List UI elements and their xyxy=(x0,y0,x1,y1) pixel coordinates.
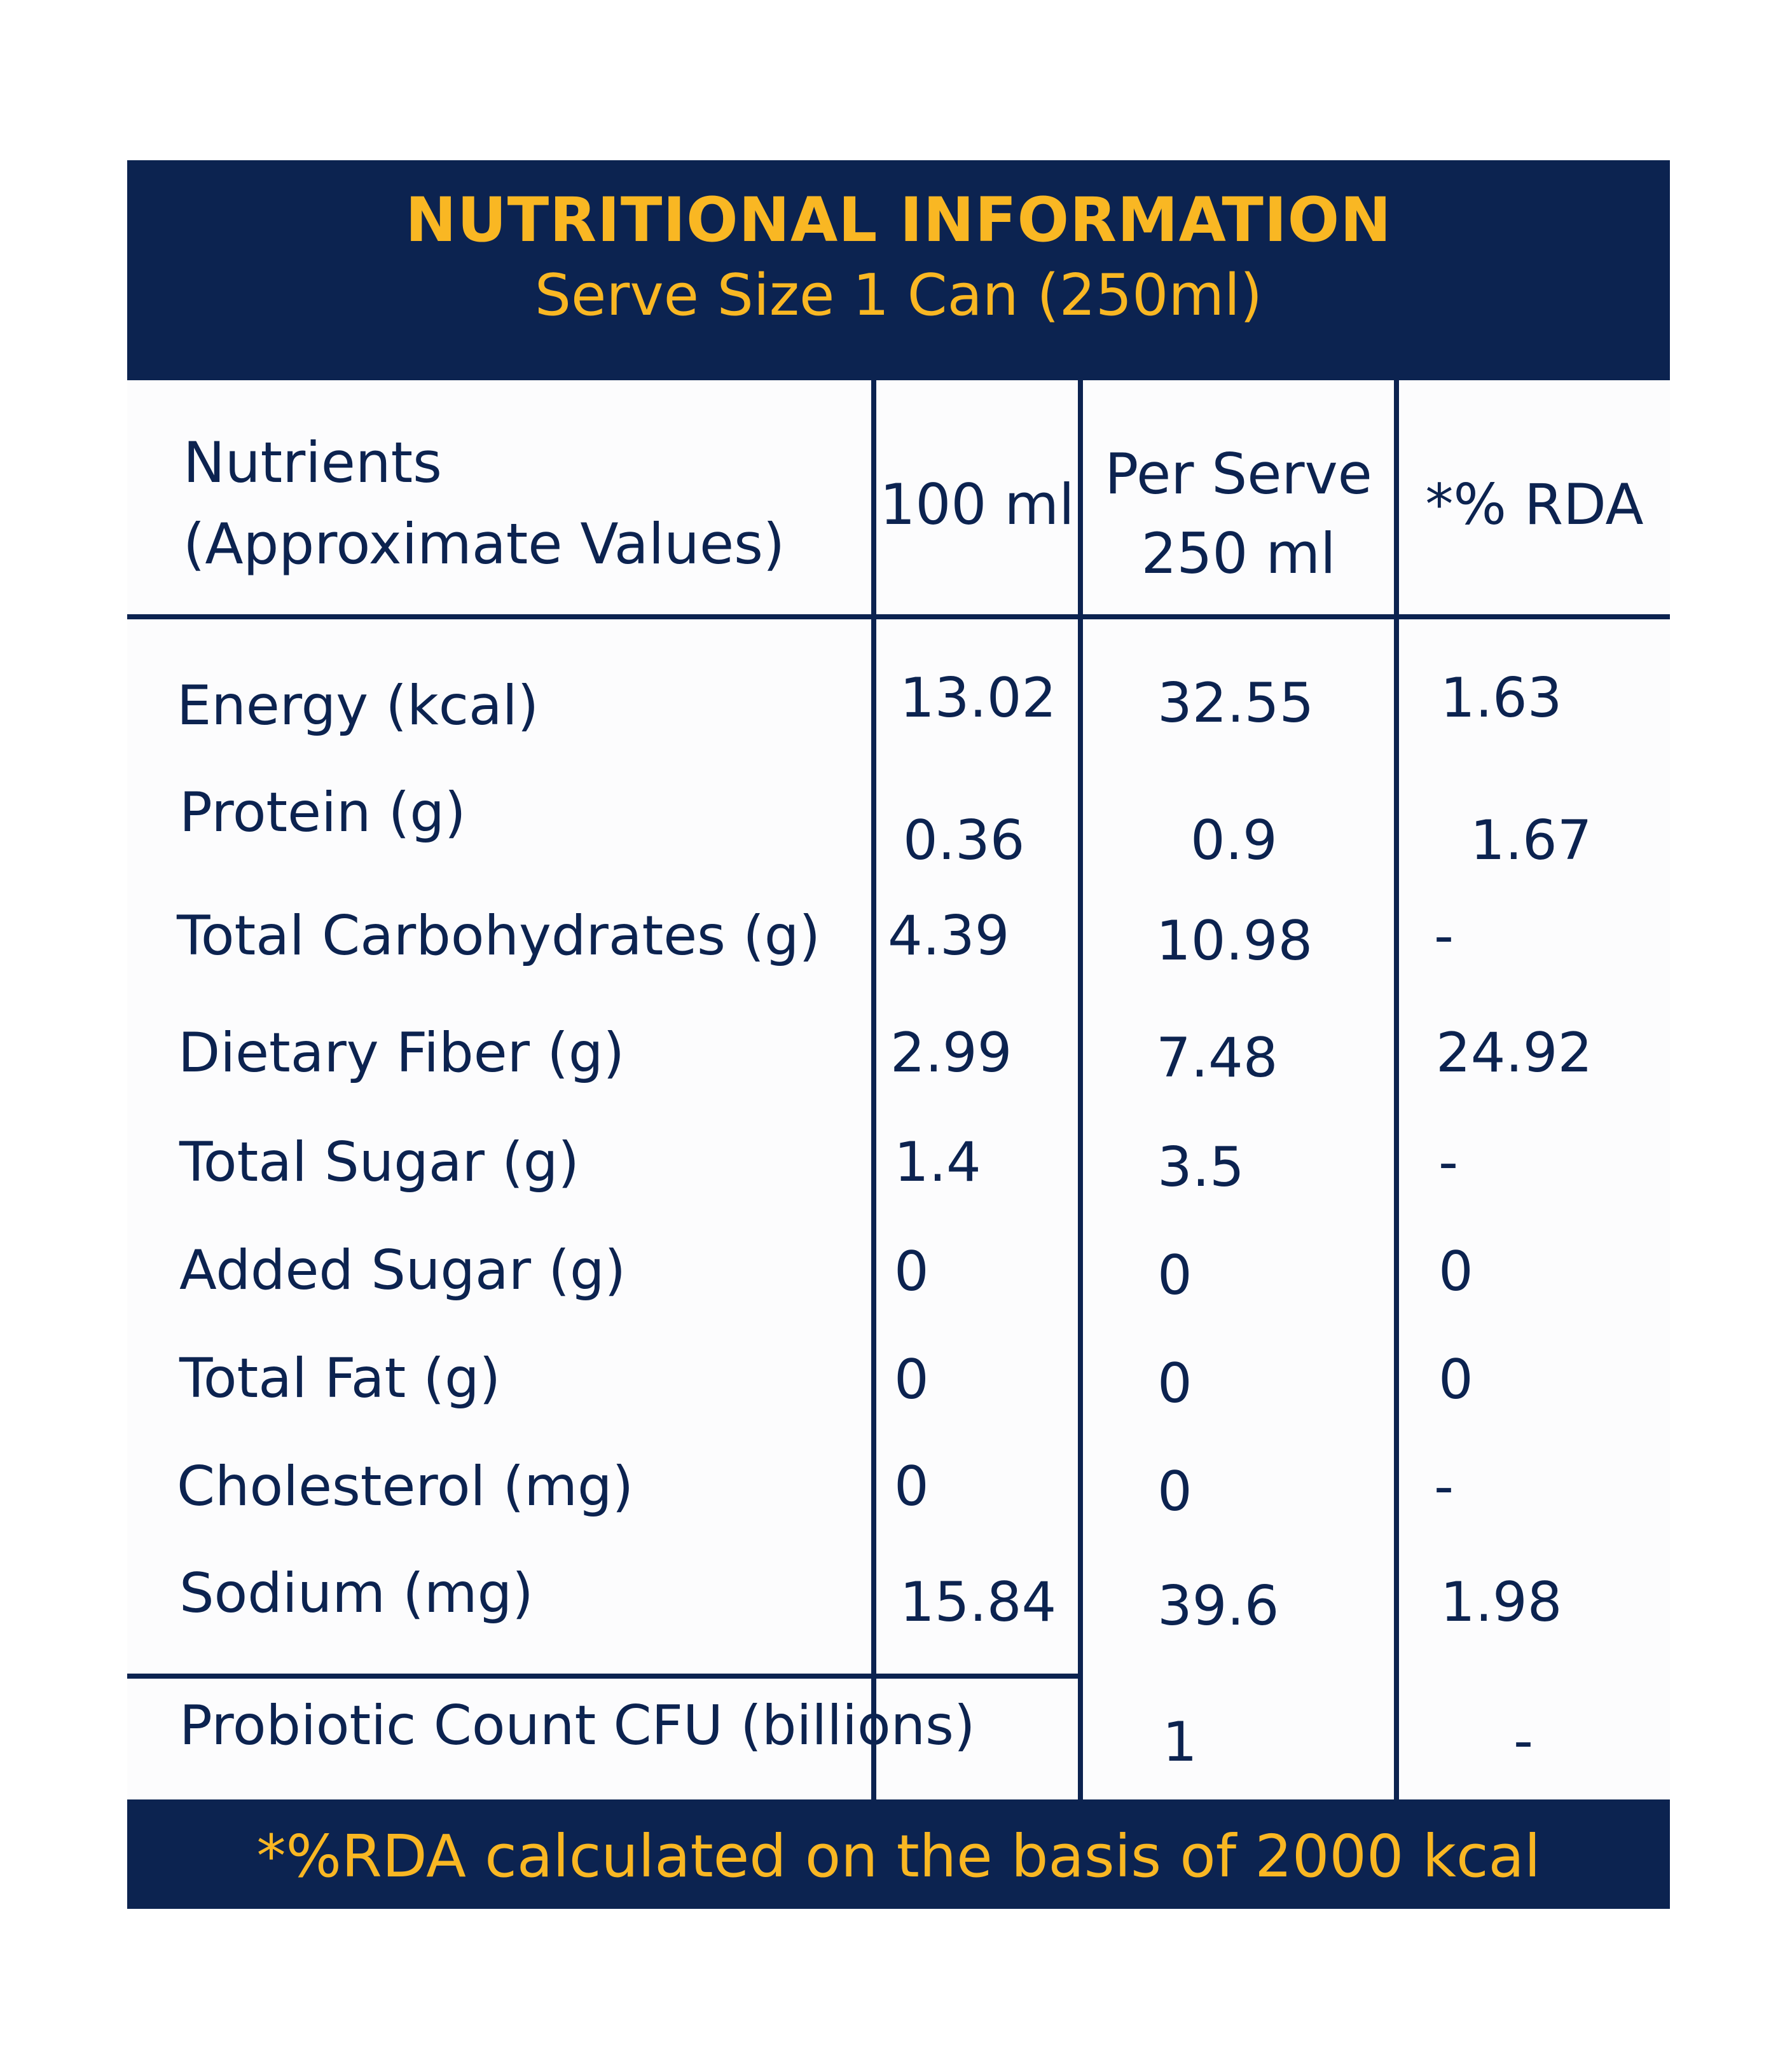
divider-col-1 xyxy=(871,380,876,1834)
value-per-serve: 0 xyxy=(1157,1460,1192,1524)
col-header-per-serve-line1: Per Serve xyxy=(1105,441,1372,507)
col-header-nutrients-line2: (Approximate Values) xyxy=(183,511,785,577)
value-rda: 24.92 xyxy=(1436,1021,1593,1085)
value-rda: 1.63 xyxy=(1440,666,1562,730)
divider-col-3 xyxy=(1394,380,1399,1799)
value-per-100ml: 2.99 xyxy=(890,1021,1012,1085)
label-title: NUTRITIONAL INFORMATION xyxy=(405,184,1392,256)
rda-footnote: *%RDA calculated on the basis of 2000 kc… xyxy=(256,1822,1541,1890)
value-per-serve: 0 xyxy=(1157,1352,1192,1415)
value-rda: - xyxy=(1434,904,1454,968)
probiotic-rule xyxy=(127,1674,1081,1679)
value-per-serve: 39.6 xyxy=(1157,1574,1279,1638)
value-per-100ml: 1.4 xyxy=(894,1131,981,1194)
col-header-nutrients-line1: Nutrients xyxy=(183,430,442,495)
nutrient-name: Total Carbohydrates (g) xyxy=(177,904,821,968)
nutrition-label: NUTRITIONAL INFORMATION Serve Size 1 Can… xyxy=(127,160,1670,1909)
col-header-per-serve-line2: 250 ml xyxy=(1141,521,1336,586)
nutrient-name: Sodium (mg) xyxy=(179,1562,534,1625)
nutrient-name: Protein (g) xyxy=(179,781,466,844)
header-rule xyxy=(127,614,1670,619)
value-per-serve: 7.48 xyxy=(1156,1026,1278,1090)
value-rda: 1.67 xyxy=(1470,809,1592,872)
col-header-rda: *% RDA xyxy=(1425,472,1644,537)
value-rda: 0 xyxy=(1438,1240,1473,1304)
value-per-100ml: 0 xyxy=(894,1455,929,1518)
probiotic-name: Probiotic Count CFU (billions) xyxy=(179,1694,975,1758)
nutrient-name: Added Sugar (g) xyxy=(179,1239,626,1302)
label-footer: *%RDA calculated on the basis of 2000 kc… xyxy=(127,1799,1670,1909)
value-per-serve: 0.9 xyxy=(1190,809,1278,872)
value-per-serve: 3.5 xyxy=(1157,1136,1244,1199)
probiotic-rda: - xyxy=(1513,1709,1534,1773)
value-per-100ml: 13.02 xyxy=(900,666,1057,730)
value-per-100ml: 4.39 xyxy=(888,904,1010,968)
col-header-100ml: 100 ml xyxy=(879,472,1075,537)
value-per-100ml: 0 xyxy=(894,1240,929,1304)
label-header: NUTRITIONAL INFORMATION Serve Size 1 Can… xyxy=(127,160,1670,380)
nutrient-name: Total Sugar (g) xyxy=(179,1131,579,1194)
value-per-100ml: 0 xyxy=(894,1348,929,1412)
divider-col-2 xyxy=(1078,380,1083,1799)
value-rda: - xyxy=(1438,1131,1459,1194)
nutrient-name: Total Fat (g) xyxy=(179,1347,501,1410)
nutrient-name: Energy (kcal) xyxy=(177,674,539,738)
value-per-serve: 0 xyxy=(1157,1244,1192,1307)
value-per-100ml: 15.84 xyxy=(900,1571,1057,1634)
value-per-100ml: 0.36 xyxy=(903,809,1025,872)
value-rda: 1.98 xyxy=(1440,1571,1562,1634)
probiotic-per-serve: 1 xyxy=(1162,1710,1197,1774)
value-per-serve: 32.55 xyxy=(1157,671,1314,735)
value-rda: 0 xyxy=(1438,1348,1473,1412)
value-per-serve: 10.98 xyxy=(1156,909,1313,973)
value-rda: - xyxy=(1434,1455,1454,1518)
nutrient-name: Dietary Fiber (g) xyxy=(178,1021,625,1085)
nutrient-name: Cholesterol (mg) xyxy=(177,1455,634,1518)
serve-size: Serve Size 1 Can (250ml) xyxy=(534,262,1263,329)
